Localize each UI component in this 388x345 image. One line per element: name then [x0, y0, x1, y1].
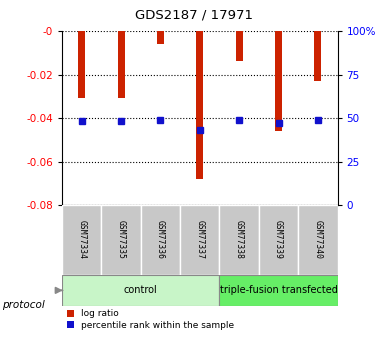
Bar: [220, 275, 338, 306]
Text: GDS2187 / 17971: GDS2187 / 17971: [135, 9, 253, 22]
Text: protocol: protocol: [2, 300, 45, 310]
Text: GSM77335: GSM77335: [117, 220, 126, 259]
Text: GSM77339: GSM77339: [274, 220, 283, 259]
Text: GSM77337: GSM77337: [195, 220, 204, 259]
Bar: [275, 31, 282, 131]
Bar: [78, 31, 85, 98]
Bar: [298, 205, 338, 275]
Text: GSM77340: GSM77340: [314, 220, 322, 259]
Text: GSM77336: GSM77336: [156, 220, 165, 259]
Bar: [236, 31, 243, 61]
Text: GSM77334: GSM77334: [77, 220, 86, 259]
Bar: [62, 275, 220, 306]
Text: GSM77338: GSM77338: [235, 220, 244, 259]
Bar: [62, 205, 101, 275]
Bar: [157, 31, 164, 44]
Bar: [141, 205, 180, 275]
Legend: log ratio, percentile rank within the sample: log ratio, percentile rank within the sa…: [67, 309, 234, 329]
Bar: [314, 31, 321, 81]
Bar: [196, 31, 203, 179]
Text: triple-fusion transfected: triple-fusion transfected: [220, 285, 338, 295]
Bar: [101, 205, 141, 275]
Bar: [118, 31, 125, 98]
Bar: [259, 205, 298, 275]
Bar: [220, 205, 259, 275]
Text: control: control: [124, 285, 158, 295]
Bar: [180, 205, 220, 275]
